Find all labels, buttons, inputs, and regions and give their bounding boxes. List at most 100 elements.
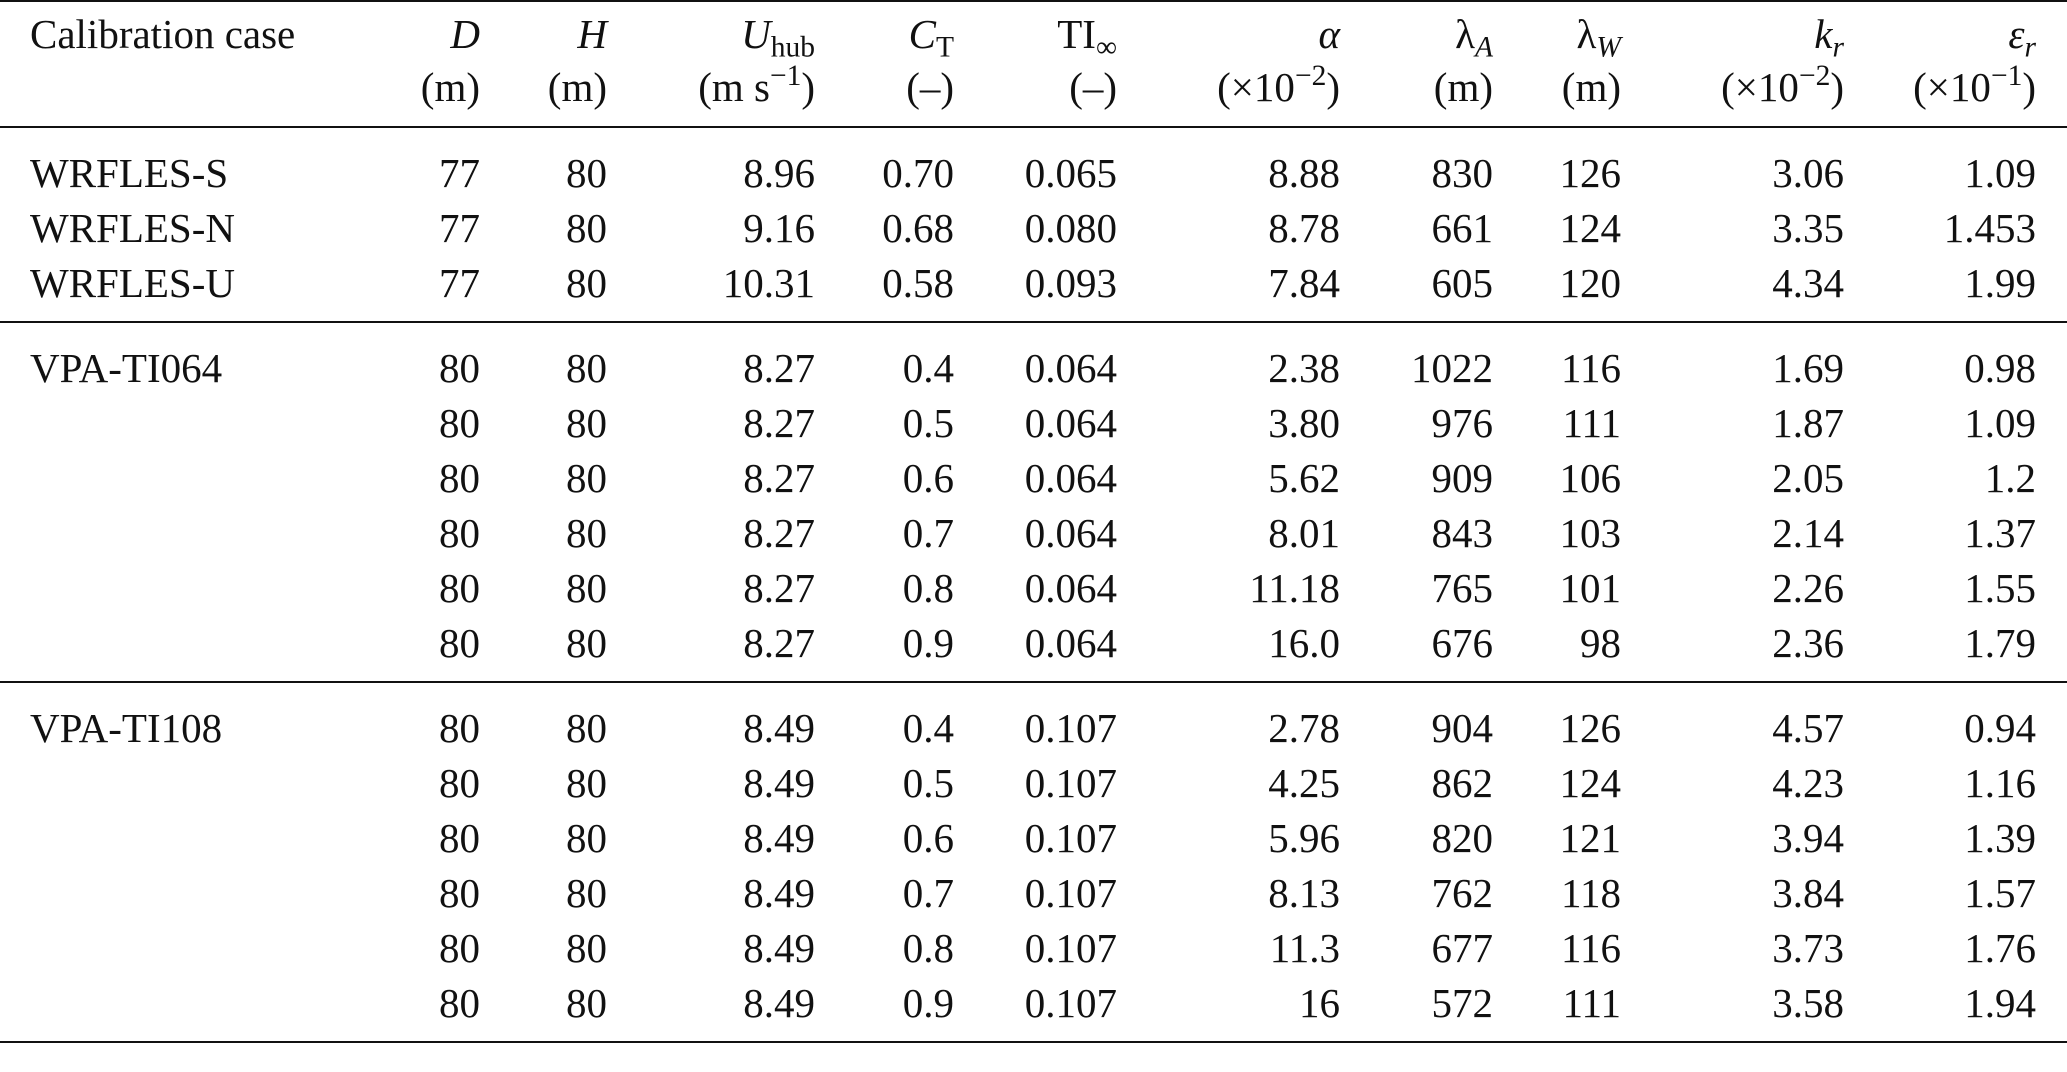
- cell-lambda-w: 124: [1559, 760, 1622, 806]
- header-k-r: kr: [1814, 10, 1844, 63]
- cell-lambda-a: 677: [1431, 925, 1494, 971]
- unit-lambda-a: (m): [1340, 62, 1493, 128]
- cell-lambda-a: 1022: [1411, 345, 1493, 391]
- table-row: VPA-TI108 80 80 8.49 0.4 0.107 2.78 904 126 4.57 0…: [0, 682, 2067, 756]
- cell-ti-inf: 0.107: [1024, 760, 1117, 806]
- cell-c-t: 0.6: [902, 815, 954, 861]
- cell-d: 80: [439, 760, 480, 806]
- cell-h: 80: [566, 620, 607, 666]
- cell-d: 80: [439, 455, 480, 501]
- cell-lambda-a: 830: [1431, 150, 1494, 196]
- cell-epsilon-r: 1.55: [1964, 565, 2036, 611]
- cell-case: WRFLES-N: [30, 205, 235, 251]
- table-group: WRFLES-S 77 80 8.96 0.70 0.065 8.88 830 126 3.06 1…: [0, 127, 2067, 322]
- unit-u-hub: (m s−1): [607, 61, 815, 128]
- cell-lambda-a: 676: [1431, 620, 1494, 666]
- cell-lambda-w: 126: [1559, 150, 1622, 196]
- cell-epsilon-r: 1.76: [1964, 925, 2036, 971]
- cell-ti-inf: 0.065: [1024, 150, 1117, 196]
- cell-epsilon-r: 0.98: [1964, 345, 2036, 391]
- cell-lambda-a: 909: [1431, 455, 1494, 501]
- cell-u-hub: 8.27: [743, 620, 815, 666]
- cell-epsilon-r: 1.79: [1964, 620, 2036, 666]
- cell-lambda-w: 121: [1559, 815, 1622, 861]
- cell-lambda-a: 605: [1431, 260, 1494, 306]
- cell-lambda-w: 126: [1559, 705, 1622, 751]
- table-row: VPA-TI064 80 80 8.27 0.4 0.064 2.38 1022 116 1.69…: [0, 322, 2067, 396]
- cell-u-hub: 8.49: [743, 705, 815, 751]
- cell-case: [0, 921, 370, 976]
- cell-lambda-w: 124: [1559, 205, 1622, 251]
- cell-epsilon-r: 1.2: [1984, 455, 2036, 501]
- cell-lambda-a: 820: [1431, 815, 1494, 861]
- cell-k-r: 3.84: [1772, 870, 1844, 916]
- header-ti-inf: TI∞: [1057, 10, 1117, 63]
- cell-alpha: 2.38: [1268, 345, 1340, 391]
- cell-alpha: 16: [1299, 980, 1340, 1026]
- cell-ti-inf: 0.064: [1024, 510, 1117, 556]
- cell-case: [0, 396, 370, 451]
- cell-u-hub: 8.27: [743, 510, 815, 556]
- cell-lambda-a: 976: [1431, 400, 1494, 446]
- cell-u-hub: 10.31: [722, 260, 815, 306]
- cell-u-hub: 8.49: [743, 870, 815, 916]
- unit-epsilon-r: (×10−1): [1844, 61, 2067, 128]
- cell-case: VPA-TI108: [30, 705, 223, 751]
- cell-alpha: 7.84: [1268, 260, 1340, 306]
- cell-epsilon-r: 1.453: [1943, 205, 2036, 251]
- cell-d: 80: [439, 400, 480, 446]
- cell-u-hub: 9.16: [743, 205, 815, 251]
- cell-case: WRFLES-S: [30, 150, 229, 196]
- table-row: WRFLES-N 77 80 9.16 0.68 0.080 8.78 661 124 3.35 1…: [0, 201, 2067, 256]
- cell-lambda-w: 116: [1561, 925, 1621, 971]
- cell-h: 80: [566, 455, 607, 501]
- table-row: 80 80 8.27 0.8 0.064 11.18 765 101 2.26 1.55: [0, 561, 2067, 616]
- cell-lambda-w: 103: [1559, 510, 1622, 556]
- cell-d: 77: [439, 260, 480, 306]
- table-group: VPA-TI108 80 80 8.49 0.4 0.107 2.78 904 126 4.57 0…: [0, 682, 2067, 1042]
- cell-case: [0, 866, 370, 921]
- cell-epsilon-r: 1.39: [1964, 815, 2036, 861]
- cell-k-r: 1.69: [1772, 345, 1844, 391]
- table-row: 80 80 8.49 0.5 0.107 4.25 862 124 4.23 1.16: [0, 756, 2067, 811]
- cell-u-hub: 8.27: [743, 400, 815, 446]
- cell-epsilon-r: 1.09: [1964, 400, 2036, 446]
- cell-alpha: 8.78: [1268, 205, 1340, 251]
- cell-lambda-a: 862: [1431, 760, 1494, 806]
- cell-c-t: 0.9: [902, 620, 954, 666]
- cell-c-t: 0.4: [902, 345, 954, 391]
- header-lambda-a: λA: [1455, 10, 1493, 63]
- cell-d: 80: [439, 870, 480, 916]
- cell-h: 80: [566, 400, 607, 446]
- cell-h: 80: [566, 205, 607, 251]
- header-unit-row: (m) (m) (m s−1) (–) (–) (×10−2) (m) (m) …: [0, 61, 2067, 128]
- table-row: WRFLES-U 77 80 10.31 0.58 0.093 7.84 605 120 4.34…: [0, 256, 2067, 322]
- table-row: 80 80 8.27 0.5 0.064 3.80 976 111 1.87 1.09: [0, 396, 2067, 451]
- cell-h: 80: [566, 565, 607, 611]
- cell-lambda-w: 106: [1559, 455, 1622, 501]
- cell-case: [0, 451, 370, 506]
- unit-h: (m): [480, 62, 607, 128]
- cell-lambda-a: 765: [1431, 565, 1494, 611]
- cell-k-r: 1.87: [1772, 400, 1844, 446]
- cell-lambda-a: 762: [1431, 870, 1494, 916]
- cell-case: [0, 506, 370, 561]
- cell-epsilon-r: 1.37: [1964, 510, 2036, 556]
- cell-epsilon-r: 1.99: [1964, 260, 2036, 306]
- cell-k-r: 3.06: [1772, 150, 1844, 196]
- header-h: H: [577, 10, 607, 57]
- unit-c-t: (–): [815, 62, 954, 128]
- cell-ti-inf: 0.107: [1024, 925, 1117, 971]
- calibration-table: Calibration case D H Uhub CT TI∞ α λA λW…: [0, 0, 2067, 1042]
- cell-d: 80: [439, 565, 480, 611]
- table-row: 80 80 8.27 0.6 0.064 5.62 909 106 2.05 1.2: [0, 451, 2067, 506]
- cell-epsilon-r: 1.09: [1964, 150, 2036, 196]
- header-c-t: CT: [908, 10, 954, 63]
- cell-c-t: 0.70: [882, 150, 954, 196]
- cell-lambda-w: 101: [1559, 565, 1622, 611]
- cell-k-r: 4.34: [1772, 260, 1844, 306]
- cell-ti-inf: 0.064: [1024, 400, 1117, 446]
- cell-u-hub: 8.27: [743, 565, 815, 611]
- cell-d: 80: [439, 705, 480, 751]
